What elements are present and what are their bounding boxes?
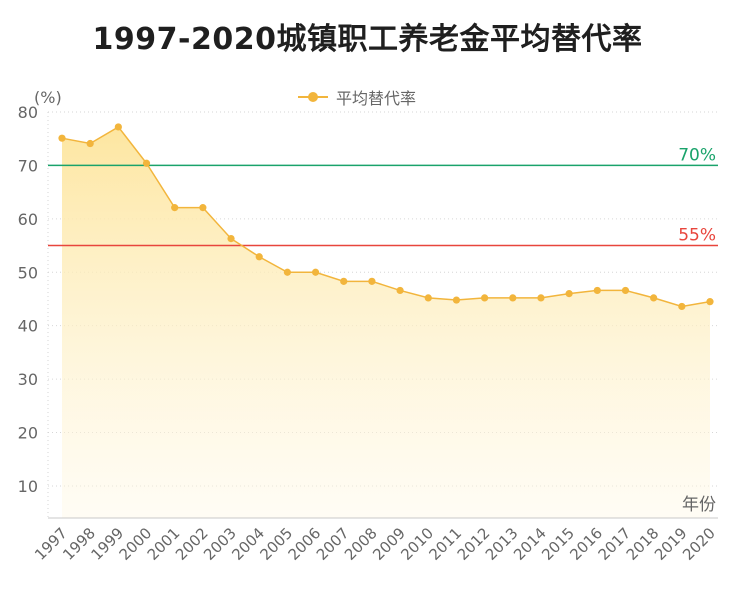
data-point [283,268,291,276]
data-point [114,123,122,131]
data-point [311,268,320,276]
reference-label-55: 55% [678,226,716,246]
data-point [199,204,207,212]
y-axis-unit-label: (%) [34,88,62,107]
data-point [565,290,573,298]
data-point [255,253,263,261]
data-point [424,294,432,302]
x-tick-label: 2020 [679,524,719,564]
data-point [706,298,714,306]
data-point [509,294,517,302]
data-point [227,235,235,243]
y-tick-label: 50 [18,263,38,282]
data-point [396,286,404,295]
data-point [678,302,686,311]
data-point [58,134,66,142]
series-line [61,125,711,308]
y-tick-label: 70 [18,156,38,175]
data-point [452,296,461,304]
data-point [593,286,601,295]
y-tick-label: 80 [18,103,38,122]
series-area [62,126,710,519]
legend[interactable]: 平均替代率 [298,86,416,108]
y-tick-label: 30 [18,370,38,389]
data-point [368,277,376,285]
data-point [621,286,630,295]
data-point [481,294,489,302]
legend-line-marker-icon [298,91,328,103]
data-point [86,139,94,148]
y-tick-label: 20 [18,424,38,443]
data-point [142,159,151,167]
x-axis-title: 年份 [682,495,716,515]
y-tick-label: 10 [18,477,38,496]
data-point [171,204,179,212]
y-tick-label: 60 [18,210,38,229]
legend-label: 平均替代率 [336,89,417,108]
chart-title: 1997-2020城镇职工养老金平均替代率 [92,22,643,57]
reference-label-70: 70% [678,145,716,165]
y-tick-label: 40 [18,317,38,336]
data-point [650,294,658,302]
data-point [537,294,545,302]
data-point [340,277,348,285]
